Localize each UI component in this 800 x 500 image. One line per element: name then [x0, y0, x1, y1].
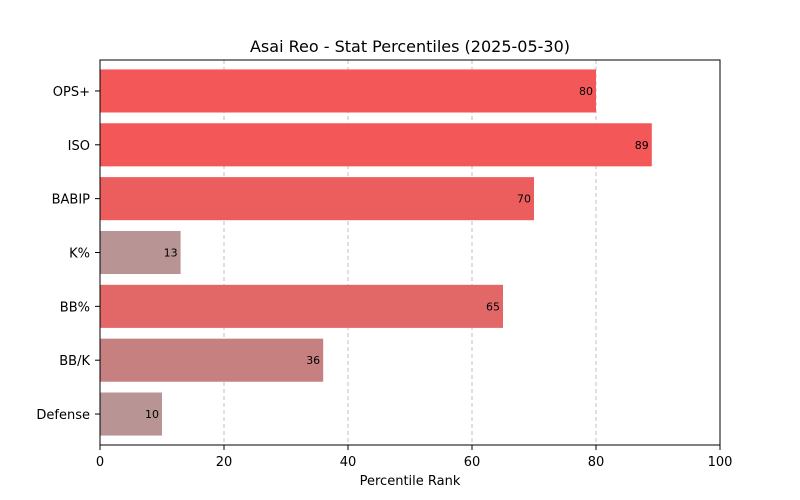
plot-frame [99, 59, 721, 446]
bar-bb- [100, 284, 503, 328]
y-tick-label: ISO [68, 139, 90, 154]
y-tick-label: BABIP [52, 193, 91, 208]
bars [100, 69, 652, 436]
x-tick-label: 80 [588, 455, 605, 470]
x-tick-label: 100 [708, 455, 733, 470]
y-tick-label: OPS+ [53, 85, 90, 100]
x-tick-label: 0 [96, 455, 104, 470]
y-tick-label: BB/K [59, 354, 90, 369]
bar-defense [100, 392, 162, 436]
bar-babip [100, 177, 534, 221]
bar-bb-k [100, 338, 324, 382]
x-axis-ticks: 0 20 40 60 80 100 [96, 445, 733, 470]
x-tick-label: 60 [464, 455, 481, 470]
x-tick-label: 40 [340, 455, 357, 470]
x-axis-label: Percentile Rank [360, 474, 461, 489]
y-axis-ticks: OPS+ ISO BABIP K% BB% BB/K Defense [36, 85, 100, 423]
bar-k- [100, 230, 181, 275]
y-tick-label: Defense [36, 408, 90, 423]
bar-value-labels: 80 89 70 13 65 36 10 [145, 85, 649, 421]
bar-value-label: 65 [486, 300, 500, 313]
bar-ops- [100, 69, 596, 113]
bar-value-label: 70 [517, 193, 531, 206]
bar-value-label: 80 [579, 85, 593, 98]
bar-iso [100, 123, 652, 167]
x-tick-label: 20 [216, 455, 233, 470]
grid-lines [223, 60, 597, 445]
y-tick-label: K% [69, 247, 90, 262]
bar-value-label: 89 [635, 139, 649, 152]
bar-value-label: 36 [306, 354, 320, 367]
bar-value-label: 10 [145, 408, 159, 421]
y-tick-label: BB% [60, 300, 90, 315]
bar-value-label: 13 [164, 247, 178, 260]
chart-title: Asai Reo - Stat Percentiles (2025-05-30) [250, 37, 570, 56]
